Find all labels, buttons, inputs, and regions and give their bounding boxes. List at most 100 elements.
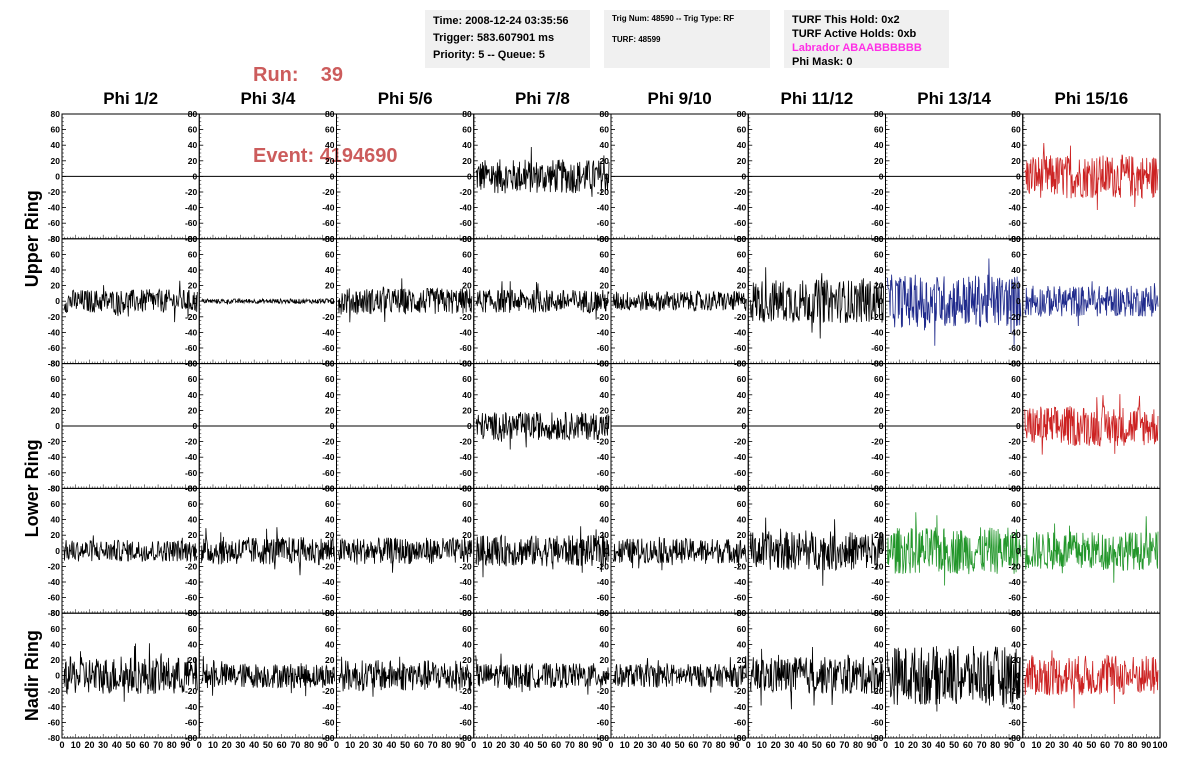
y-tick-label: 80: [1011, 109, 1021, 119]
y-tick-label: 0: [1016, 546, 1021, 556]
y-tick-label: 60: [188, 499, 198, 509]
time-text: Time: 2008-12-24 03:35:56: [433, 15, 569, 27]
priority-text: Priority: 5 -- Queue: 5: [433, 49, 545, 61]
y-tick-label: -20: [459, 561, 472, 571]
y-tick-label: -40: [322, 702, 335, 712]
x-tick-label: 50: [126, 740, 136, 750]
x-tick-label: 50: [675, 740, 685, 750]
y-tick-label: 20: [874, 405, 884, 415]
y-tick-label: -20: [322, 437, 335, 447]
y-tick-label: 60: [325, 249, 335, 259]
y-tick-label: 80: [874, 234, 884, 244]
y-tick-label: 80: [874, 359, 884, 369]
waveform-trace: [475, 411, 610, 450]
trig-num-text: Trig Num: 48590 -- Trig Type: RF: [612, 14, 735, 23]
y-tick-label: 40: [1011, 140, 1021, 150]
x-tick-label: 40: [112, 740, 122, 750]
waveform-trace: [612, 536, 747, 571]
y-tick-label: -60: [597, 593, 610, 603]
waveform-trace: [200, 527, 335, 576]
y-tick-label: -60: [459, 593, 472, 603]
y-tick-label: -40: [597, 702, 610, 712]
y-tick-label: -40: [734, 203, 747, 213]
waveform-trace: [612, 290, 747, 312]
y-tick-label: -20: [871, 312, 884, 322]
x-tick-label: 90: [1141, 740, 1151, 750]
x-tick-label: 0: [197, 740, 202, 750]
x-tick-label: 20: [908, 740, 918, 750]
y-tick-label: -20: [1008, 312, 1021, 322]
waveform-trace: [1024, 281, 1159, 327]
trigger-panel: Trig Num: 48590 -- Trig Type: RF TURF: 4…: [604, 10, 770, 68]
y-tick-label: 60: [874, 249, 884, 259]
x-tick-label: 30: [510, 740, 520, 750]
y-tick-label: -80: [48, 608, 61, 618]
y-tick-label: -60: [459, 468, 472, 478]
y-tick-label: 0: [330, 546, 335, 556]
y-tick-label: -40: [871, 577, 884, 587]
y-tick-label: -20: [48, 187, 61, 197]
ring-label: Lower Ring: [22, 439, 42, 537]
y-tick-label: 40: [737, 265, 747, 275]
y-tick-label: -60: [1008, 343, 1021, 353]
y-tick-label: -20: [597, 187, 610, 197]
x-tick-label: 70: [565, 740, 575, 750]
y-tick-label: 20: [600, 655, 610, 665]
x-tick-label: 0: [746, 740, 751, 750]
y-tick-label: -40: [459, 327, 472, 337]
column-header: Phi 3/4: [240, 89, 295, 108]
y-tick-label: 20: [188, 655, 198, 665]
y-tick-label: 0: [742, 671, 747, 681]
y-tick-label: 60: [325, 624, 335, 634]
y-tick-label: 80: [325, 234, 335, 244]
waveform-trace: [1024, 650, 1159, 709]
waveform-trace: [887, 258, 1022, 347]
y-tick-label: -40: [48, 577, 61, 587]
column-header: Phi 15/16: [1055, 89, 1129, 108]
y-tick-label: 80: [188, 608, 198, 618]
y-tick-label: 0: [1016, 171, 1021, 181]
y-tick-label: -20: [1008, 686, 1021, 696]
y-tick-label: 80: [600, 109, 610, 119]
x-tick-label: 60: [1100, 740, 1110, 750]
turf-active-holds-text: TURF Active Holds: 0xb: [792, 28, 917, 40]
y-tick-label: -20: [871, 686, 884, 696]
y-tick-label: 40: [737, 140, 747, 150]
y-tick-label: 40: [600, 639, 610, 649]
y-tick-label: 0: [55, 171, 60, 181]
y-tick-label: -80: [459, 733, 472, 743]
y-tick-label: 20: [325, 655, 335, 665]
y-tick-label: 80: [737, 608, 747, 618]
x-tick-label: 40: [661, 740, 671, 750]
column-header: Phi 13/14: [917, 89, 991, 108]
y-tick-label: 60: [51, 499, 61, 509]
y-tick-label: -40: [322, 327, 335, 337]
y-tick-label: 0: [742, 546, 747, 556]
y-tick-label: 40: [737, 515, 747, 525]
event-header: Run: 39 Event: 4194690 Time: 2008-12-24 …: [0, 0, 1196, 167]
x-tick-label: 50: [812, 740, 822, 750]
x-tick-label: 40: [249, 740, 259, 750]
y-tick-label: 60: [874, 125, 884, 135]
y-tick-label: -20: [871, 561, 884, 571]
y-tick-label: -20: [734, 561, 747, 571]
y-tick-label: 80: [51, 483, 61, 493]
y-tick-label: -40: [734, 327, 747, 337]
x-tick-label: 10: [71, 740, 81, 750]
y-tick-label: 20: [600, 281, 610, 291]
y-tick-label: 20: [51, 281, 61, 291]
waveform-trace: [887, 512, 1022, 586]
waveform-trace: [63, 535, 198, 562]
waveform-trace: [338, 278, 473, 323]
y-tick-label: -20: [597, 561, 610, 571]
y-tick-label: 20: [325, 530, 335, 540]
x-tick-label: 90: [867, 740, 877, 750]
y-tick-label: -20: [734, 437, 747, 447]
y-tick-label: 20: [51, 655, 61, 665]
